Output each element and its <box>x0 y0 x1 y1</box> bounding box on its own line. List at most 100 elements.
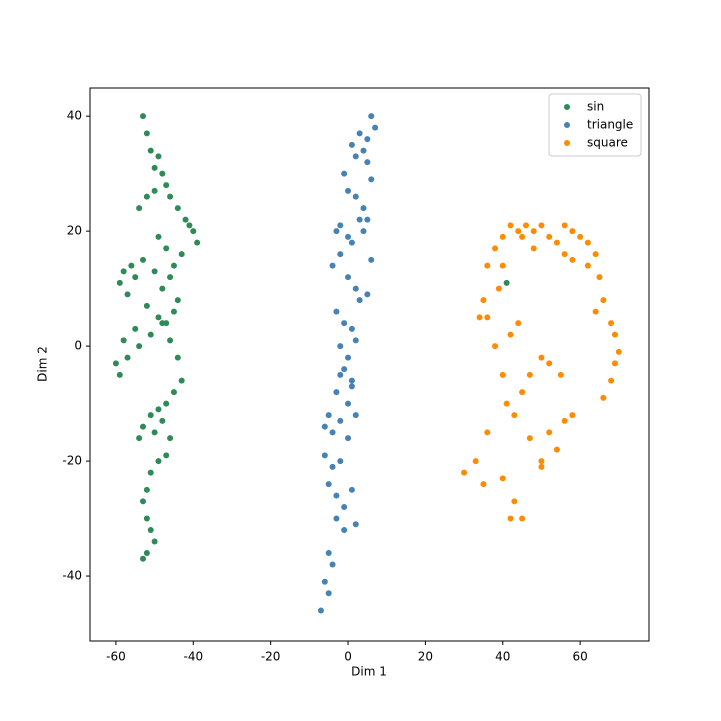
point <box>352 412 359 419</box>
point <box>615 348 622 355</box>
point <box>132 325 139 332</box>
y-tick-label: 0 <box>74 339 82 353</box>
point <box>352 337 359 344</box>
point <box>360 228 367 235</box>
point <box>352 153 359 160</box>
point <box>499 262 506 269</box>
point <box>538 354 545 361</box>
point <box>178 377 185 384</box>
point <box>170 308 177 315</box>
point <box>530 228 537 235</box>
point <box>155 233 162 240</box>
point <box>507 331 514 338</box>
point <box>159 417 166 424</box>
x-tick-label: -40 <box>183 650 203 664</box>
point <box>368 113 375 120</box>
point <box>174 354 181 361</box>
point <box>124 291 131 298</box>
point <box>147 331 154 338</box>
x-tick-label: 60 <box>572 650 587 664</box>
point <box>348 383 355 390</box>
point <box>136 205 143 212</box>
point <box>337 458 344 465</box>
point <box>526 371 533 378</box>
point <box>476 314 483 321</box>
point <box>341 504 348 511</box>
point <box>511 498 518 505</box>
point <box>569 228 576 235</box>
point <box>112 360 119 367</box>
point <box>608 320 615 327</box>
point <box>584 262 591 269</box>
x-tick-label: 20 <box>418 650 433 664</box>
point <box>143 550 150 557</box>
point <box>155 458 162 465</box>
point <box>484 262 491 269</box>
point <box>553 239 560 246</box>
point <box>139 498 146 505</box>
point <box>584 239 591 246</box>
point <box>116 279 123 286</box>
x-tick-label: 0 <box>344 650 352 664</box>
point <box>611 360 618 367</box>
legend-label: square <box>587 136 628 150</box>
point <box>151 187 158 194</box>
legend-box <box>548 93 642 157</box>
point <box>348 486 355 493</box>
point <box>329 262 336 269</box>
plot-frame <box>89 87 650 642</box>
point <box>577 233 584 240</box>
point <box>538 222 545 229</box>
point <box>348 377 355 384</box>
point <box>546 429 553 436</box>
point <box>480 297 487 304</box>
point <box>151 429 158 436</box>
point <box>132 274 139 281</box>
point <box>495 285 502 292</box>
point <box>611 331 618 338</box>
point <box>321 452 328 459</box>
point <box>352 285 359 292</box>
point <box>325 590 332 597</box>
point <box>511 412 518 419</box>
legend-marker <box>564 122 570 128</box>
point <box>159 170 166 177</box>
point <box>163 400 170 407</box>
point <box>337 222 344 229</box>
point <box>530 245 537 252</box>
point <box>341 320 348 327</box>
point <box>155 153 162 160</box>
y-tick-label: 20 <box>67 224 82 238</box>
point <box>174 297 181 304</box>
point <box>170 262 177 269</box>
point <box>348 239 355 246</box>
point <box>337 417 344 424</box>
point <box>499 475 506 482</box>
point <box>492 343 499 350</box>
point <box>538 458 545 465</box>
point <box>341 366 348 373</box>
legend-marker <box>564 104 570 110</box>
point <box>345 274 352 281</box>
point <box>348 141 355 148</box>
point <box>596 274 603 281</box>
point <box>159 320 166 327</box>
point <box>136 343 143 350</box>
point <box>503 279 510 286</box>
point <box>472 458 479 465</box>
x-tick-label: -20 <box>261 650 281 664</box>
point <box>163 182 170 189</box>
point <box>120 268 127 275</box>
point <box>139 555 146 562</box>
point <box>120 337 127 344</box>
point <box>360 205 367 212</box>
point <box>163 452 170 459</box>
point <box>325 412 332 419</box>
point <box>600 297 607 304</box>
point <box>364 216 371 223</box>
point <box>461 469 468 476</box>
point <box>345 435 352 442</box>
point <box>364 159 371 166</box>
point <box>337 371 344 378</box>
